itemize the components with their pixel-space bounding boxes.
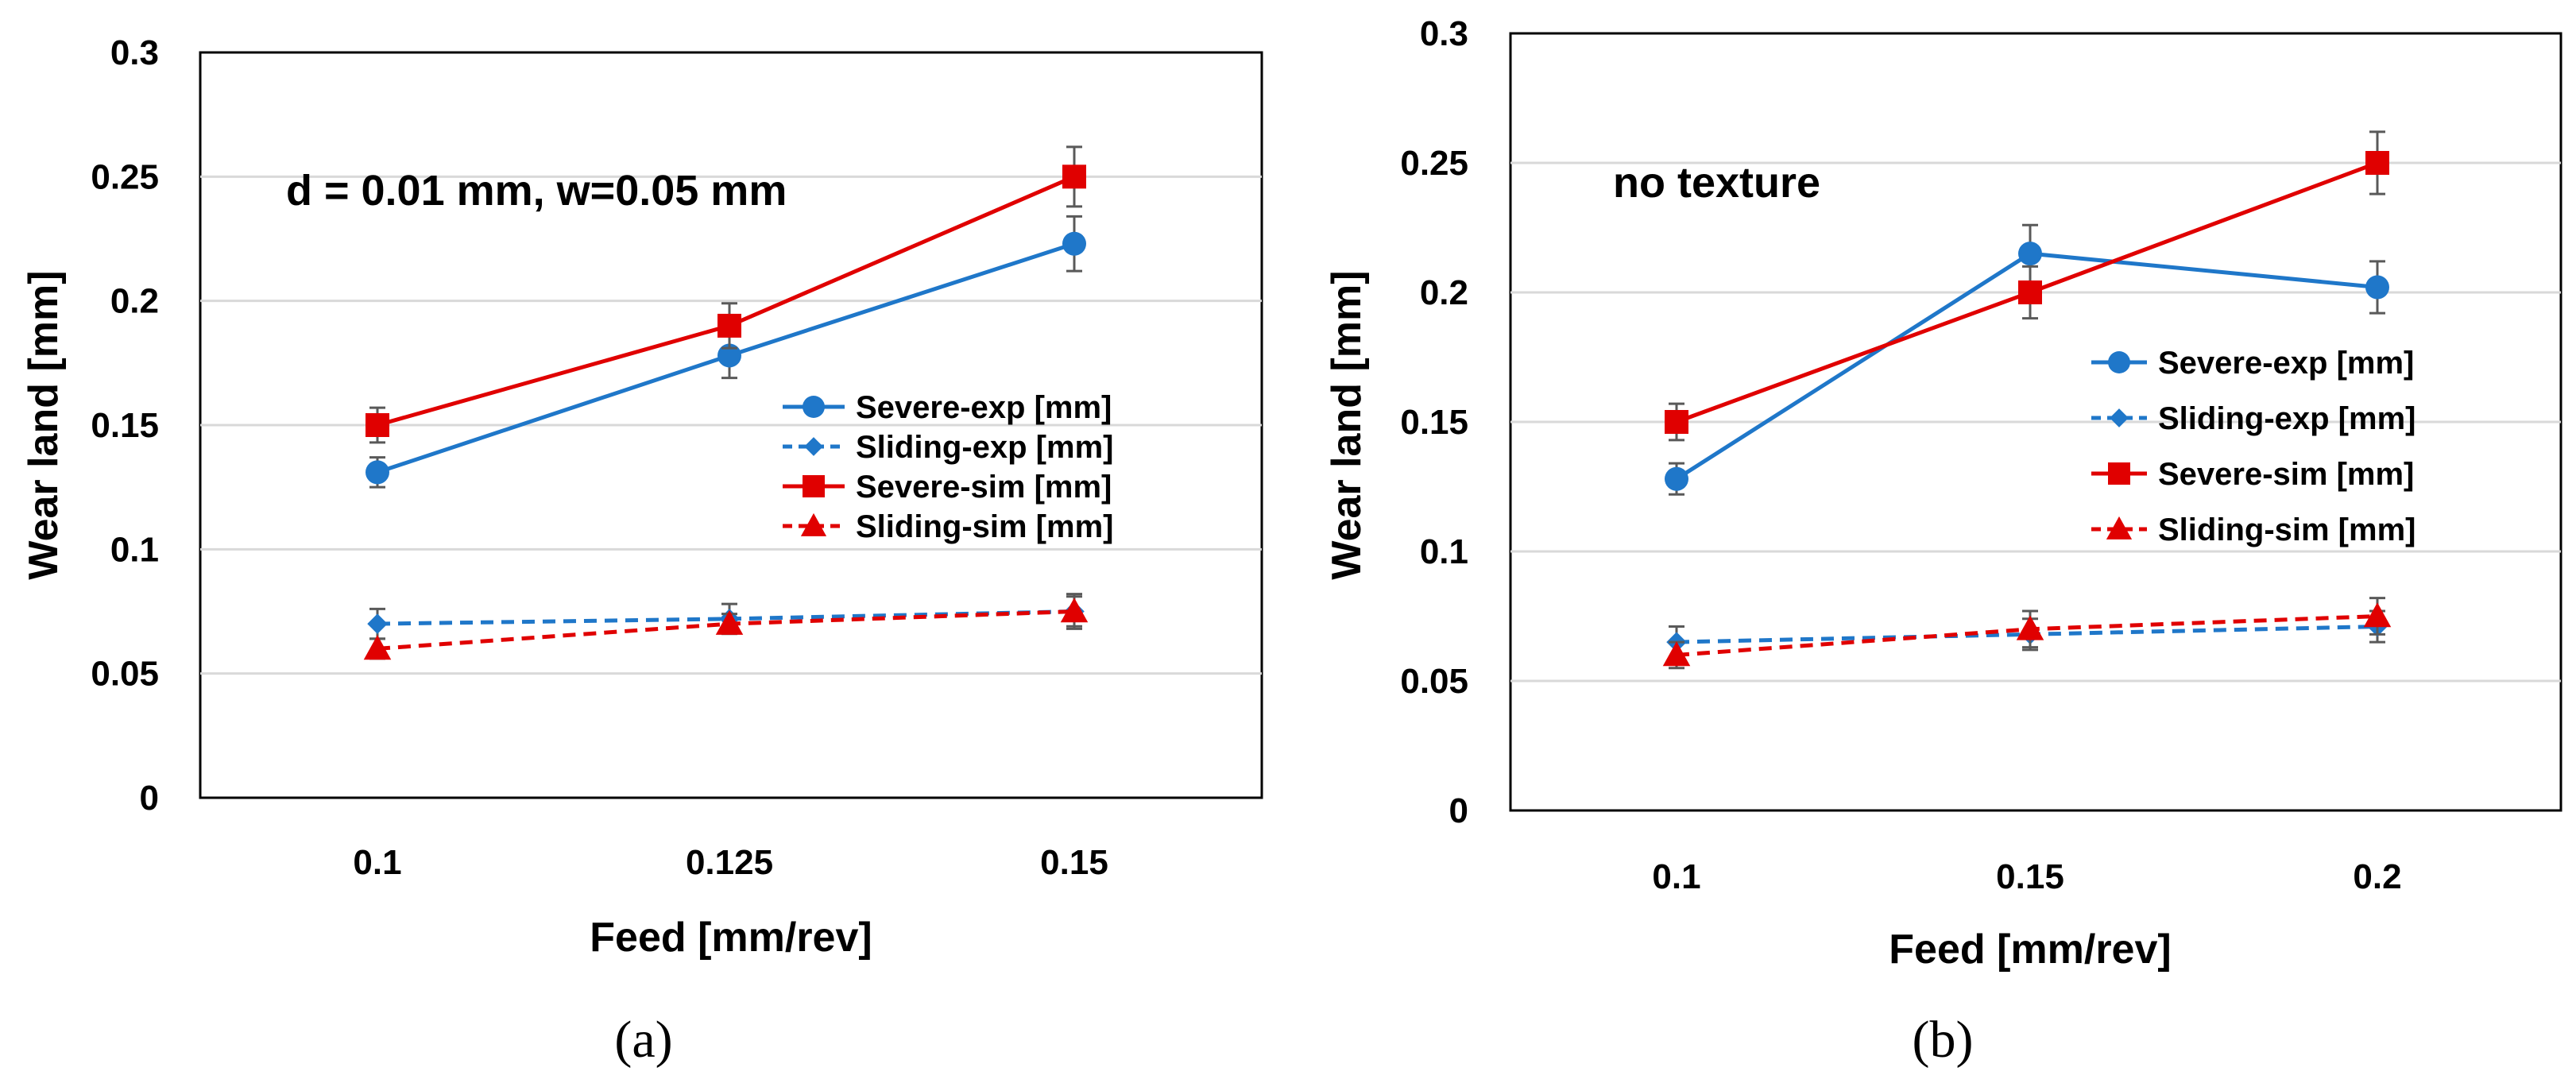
chart-b: 0 0.05 0.1 0.15 0.2 0.25 0.3 0.1 0.15 0.2 no tex… <box>1324 14 2562 1069</box>
chart-a-point-severe-exp-mm <box>717 343 741 368</box>
chart-b-point-sliding-sim-mm <box>1662 641 1691 667</box>
panel-label-b: (b) <box>1913 1011 1974 1069</box>
chart-b-legend-label-severe-exp-mm: Severe-exp [mm] <box>2158 346 2414 381</box>
chart-b-legend-label-sliding-sim-mm: Sliding-sim [mm] <box>2158 512 2415 547</box>
chart-b-y-tick-label: 0.05 <box>1400 662 1468 701</box>
chart-a-y-tick-label: 0 <box>140 779 159 818</box>
chart-a-y-axis-title: Wear land [mm] <box>21 270 67 579</box>
chart-a-point-sliding-sim-mm <box>1060 598 1089 623</box>
chart-a-legend-label-sliding-sim-mm: Sliding-sim [mm] <box>856 509 1113 544</box>
chart-a: 0 0.05 0.1 0.15 0.2 0.25 0.3 0.1 0.125 0.15 d = … <box>21 33 1263 1069</box>
chart-a-y-ticks: 0 0.05 0.1 0.15 0.2 0.25 0.3 <box>91 33 159 818</box>
chart-b-series-sliding-sim-mm <box>1662 597 2392 670</box>
chart-a-series-severe-sim-mm <box>366 145 1086 444</box>
chart-a-annotation: d = 0.01 mm, w=0.05 mm <box>286 167 787 215</box>
chart-b-legend-marker-sliding-sim-mm <box>2106 516 2133 540</box>
chart-a-point-severe-sim-mm <box>366 413 389 437</box>
chart-b-point-severe-exp-mm <box>2018 242 2042 266</box>
chart-b-annotation: no texture <box>1613 159 1820 207</box>
chart-a-y-tick-label: 0.1 <box>110 530 159 569</box>
chart-b-y-tick-label: 0.3 <box>1420 14 1468 53</box>
chart-b-point-severe-exp-mm <box>1665 466 1688 491</box>
chart-b-point-severe-sim-mm <box>2018 280 2042 304</box>
chart-a-point-sliding-sim-mm <box>363 635 392 660</box>
chart-b-legend: Severe-exp [mm] Sliding-exp [mm] Severe-si… <box>2091 346 2415 547</box>
chart-b-legend-marker-sliding-exp-mm <box>2110 408 2129 427</box>
chart-a-y-tick-label: 0.05 <box>91 655 159 694</box>
chart-a-legend-marker-sliding-sim-mm <box>800 512 827 536</box>
chart-b-point-severe-sim-mm <box>2365 151 2389 175</box>
chart-b-series-severe-sim-mm <box>1665 130 2389 442</box>
chart-a-y-tick-label: 0.25 <box>91 157 159 196</box>
chart-a-series <box>363 145 1089 660</box>
chart-a-legend-marker-severe-sim-mm <box>803 475 825 497</box>
chart-a-y-tick-label: 0.15 <box>91 406 159 445</box>
chart-a-point-severe-exp-mm <box>1062 231 1086 256</box>
chart-b-x-tick-label: 0.1 <box>1652 857 1700 896</box>
chart-a-legend: Severe-exp [mm] Sliding-exp [mm] Severe-si… <box>783 390 1113 544</box>
chart-a-legend-label-severe-sim-mm: Severe-sim [mm] <box>856 470 1112 505</box>
chart-a-legend-marker-sliding-exp-mm <box>804 437 823 456</box>
chart-b-y-tick-label: 0.1 <box>1420 532 1468 571</box>
chart-a-legend-marker-severe-exp-mm <box>803 396 825 418</box>
panel-label-a: (a) <box>614 1011 672 1069</box>
chart-b-point-severe-exp-mm <box>2365 275 2389 300</box>
chart-a-legend-label-sliding-exp-mm: Sliding-exp [mm] <box>856 430 1113 465</box>
chart-a-x-tick-label: 0.1 <box>353 843 401 882</box>
chart-a-x-tick-label: 0.15 <box>1040 843 1108 882</box>
chart-b-y-tick-label: 0 <box>1449 791 1468 830</box>
chart-b-x-tick-label: 0.2 <box>2353 857 2401 896</box>
chart-b-point-severe-sim-mm <box>1665 410 1688 434</box>
chart-b-x-ticks: 0.1 0.15 0.2 <box>1652 857 2401 896</box>
chart-b-legend-marker-severe-sim-mm <box>2108 462 2130 485</box>
chart-b-legend-label-severe-sim-mm: Severe-sim [mm] <box>2158 457 2414 492</box>
chart-a-point-sliding-exp-mm <box>367 613 388 634</box>
chart-b-x-axis-title: Feed [mm/rev] <box>1889 926 2171 973</box>
chart-a-y-tick-label: 0.2 <box>110 282 159 321</box>
chart-b-y-axis-title: Wear land [mm] <box>1324 270 1370 579</box>
chart-b-y-ticks: 0 0.05 0.1 0.15 0.2 0.25 0.3 <box>1400 14 1468 830</box>
chart-a-point-severe-exp-mm <box>366 460 389 485</box>
chart-b-point-sliding-sim-mm <box>2016 615 2044 640</box>
chart-a-point-severe-sim-mm <box>1062 164 1086 189</box>
chart-a-x-tick-label: 0.125 <box>686 843 773 882</box>
chart-a-y-tick-label: 0.3 <box>110 33 159 72</box>
chart-b-x-tick-label: 0.15 <box>1996 857 2064 896</box>
chart-a-series-sliding-sim-mm <box>363 593 1089 660</box>
chart-a-x-ticks: 0.1 0.125 0.15 <box>353 843 1108 882</box>
chart-b-legend-marker-severe-exp-mm <box>2108 351 2130 373</box>
chart-a-gridlines <box>200 175 1262 675</box>
chart-b-y-tick-label: 0.25 <box>1400 144 1468 183</box>
chart-a-legend-label-severe-exp-mm: Severe-exp [mm] <box>856 390 1112 425</box>
chart-b-legend-label-sliding-exp-mm: Sliding-exp [mm] <box>2158 401 2415 436</box>
chart-b-y-tick-label: 0.15 <box>1400 403 1468 442</box>
chart-a-x-axis-title: Feed [mm/rev] <box>590 915 872 961</box>
chart-b-y-tick-label: 0.2 <box>1420 273 1468 312</box>
chart-b-point-sliding-sim-mm <box>2363 602 2392 628</box>
chart-b-series <box>1662 130 2392 670</box>
chart-a-point-severe-sim-mm <box>717 313 741 338</box>
chart-a-point-sliding-sim-mm <box>715 609 744 635</box>
